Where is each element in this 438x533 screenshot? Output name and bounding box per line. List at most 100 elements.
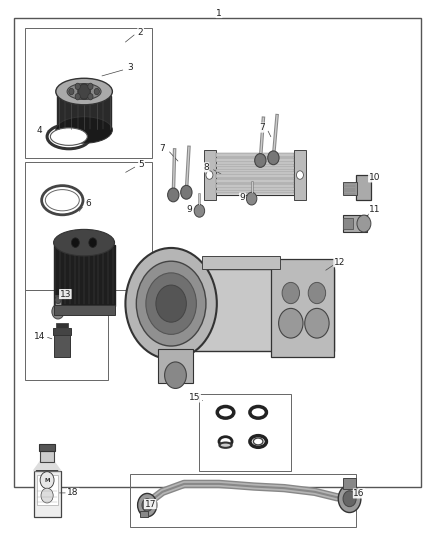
Text: 15: 15 [189, 393, 200, 402]
Polygon shape [53, 245, 115, 306]
Bar [25, 161, 152, 290]
Bar [343, 218, 353, 229]
Circle shape [41, 488, 53, 503]
Text: 18: 18 [67, 488, 79, 497]
Text: 4: 4 [37, 126, 42, 135]
Bar [53, 305, 115, 315]
Circle shape [94, 88, 99, 95]
Ellipse shape [53, 229, 115, 256]
Circle shape [206, 171, 213, 179]
Text: 11: 11 [369, 205, 380, 214]
Bar [140, 511, 148, 518]
Bar [56, 322, 68, 328]
Bar [343, 215, 367, 232]
Bar [294, 150, 306, 200]
Bar [55, 295, 61, 305]
Bar [215, 164, 294, 167]
Circle shape [165, 362, 186, 389]
Text: 8: 8 [203, 163, 209, 172]
Ellipse shape [42, 185, 83, 215]
Circle shape [69, 88, 74, 95]
Bar [199, 394, 291, 471]
Bar [158, 349, 193, 383]
Bar [53, 328, 71, 335]
Ellipse shape [217, 407, 234, 418]
Circle shape [142, 499, 152, 512]
Circle shape [75, 83, 80, 90]
Text: 1: 1 [216, 9, 222, 18]
Circle shape [297, 171, 304, 179]
Bar [215, 174, 294, 177]
Circle shape [254, 154, 266, 167]
Bar [343, 182, 357, 195]
Circle shape [138, 494, 157, 517]
Circle shape [338, 485, 361, 513]
Polygon shape [34, 462, 60, 471]
Bar [195, 269, 334, 351]
Circle shape [343, 491, 356, 507]
Text: 9: 9 [187, 205, 192, 214]
Bar [14, 18, 421, 487]
Bar [215, 179, 294, 183]
Circle shape [305, 309, 329, 338]
Bar [201, 256, 280, 269]
Ellipse shape [50, 128, 87, 146]
Bar [215, 169, 294, 172]
Circle shape [52, 304, 64, 319]
Bar [39, 444, 55, 451]
Circle shape [88, 93, 93, 100]
Ellipse shape [56, 117, 113, 143]
Ellipse shape [219, 442, 232, 448]
Bar [215, 158, 294, 162]
Ellipse shape [250, 435, 266, 447]
Polygon shape [57, 95, 111, 130]
Bar [271, 259, 334, 357]
Ellipse shape [46, 190, 79, 211]
Circle shape [40, 472, 54, 489]
Bar [215, 155, 295, 195]
Circle shape [88, 83, 93, 90]
Bar [215, 153, 294, 157]
Circle shape [75, 93, 80, 100]
Bar [40, 451, 54, 462]
Bar [204, 150, 216, 200]
Ellipse shape [250, 407, 266, 418]
Circle shape [181, 185, 192, 199]
Circle shape [156, 285, 186, 322]
Bar [34, 471, 60, 518]
Circle shape [136, 261, 206, 346]
Bar [54, 335, 70, 357]
Text: 7: 7 [259, 123, 265, 132]
Circle shape [357, 215, 371, 232]
Circle shape [55, 296, 61, 304]
Text: 3: 3 [127, 63, 133, 72]
Circle shape [194, 205, 205, 217]
Text: 7: 7 [159, 144, 165, 153]
Text: 14: 14 [34, 332, 46, 341]
Bar [25, 28, 152, 158]
Bar [343, 478, 356, 489]
Bar [130, 474, 356, 527]
Circle shape [308, 282, 325, 304]
Ellipse shape [56, 78, 113, 105]
Bar [215, 184, 294, 188]
Text: 9: 9 [240, 193, 245, 202]
Ellipse shape [253, 438, 263, 445]
Text: 16: 16 [353, 489, 365, 498]
Circle shape [247, 192, 257, 205]
Text: 12: 12 [334, 258, 345, 266]
Bar [25, 290, 108, 381]
Text: 5: 5 [139, 160, 145, 169]
Text: 17: 17 [145, 499, 156, 508]
Text: 6: 6 [85, 199, 91, 208]
Ellipse shape [47, 124, 91, 149]
Bar [37, 475, 57, 505]
Bar [356, 175, 371, 200]
Bar [215, 190, 294, 193]
Circle shape [282, 282, 300, 304]
Circle shape [146, 273, 196, 334]
Circle shape [89, 238, 97, 247]
Circle shape [78, 84, 90, 99]
Text: 2: 2 [138, 28, 144, 37]
Circle shape [125, 248, 217, 359]
